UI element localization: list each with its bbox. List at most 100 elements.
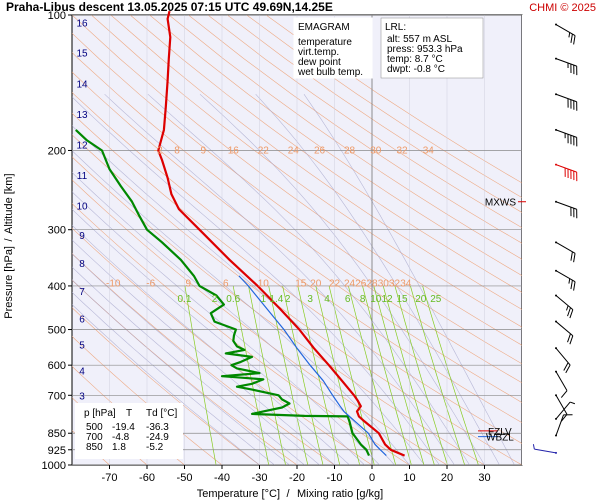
mixing-ratio-label: 2 xyxy=(285,294,291,305)
x-tick-label: 10 xyxy=(403,472,415,484)
y-axis-title-separator: / xyxy=(3,238,15,242)
dry-adiabat-line xyxy=(246,15,522,198)
wind-barb xyxy=(555,370,568,398)
moist-adiabat-line xyxy=(72,208,365,465)
wind-barb-shaft xyxy=(555,321,574,337)
wind-barb-shaft xyxy=(555,401,571,420)
wind-barb-flag xyxy=(570,251,573,261)
potential-temperature-label: 28 xyxy=(366,278,378,289)
wind-barb xyxy=(555,414,573,437)
y-tick-label: 925 xyxy=(48,445,66,457)
wind-barb-base xyxy=(555,417,557,420)
potential-temperature-label: 34 xyxy=(423,145,435,156)
potential-temperature-label: 28 xyxy=(344,145,356,156)
potential-temperature-label: 16 xyxy=(228,145,240,156)
level-table-header: Td [°C] xyxy=(146,408,177,419)
series-line-wet-bulb-temp- xyxy=(238,275,387,457)
wind-barb-shaft xyxy=(534,448,557,454)
series-line-temperature xyxy=(157,10,406,457)
moist-adiabat-line xyxy=(72,279,290,465)
wind-barb-flag xyxy=(573,253,576,263)
moist-adiabat-line xyxy=(104,93,455,465)
dry-adiabat-line xyxy=(130,15,522,293)
altitude-km-label: 14 xyxy=(76,80,88,91)
x-tick-label: -10 xyxy=(327,472,343,484)
potential-temperature-label: 20 xyxy=(310,278,322,289)
level-table-cell: 850 xyxy=(86,442,103,453)
wind-barb-base xyxy=(555,200,557,203)
potential-temperature-label: 8 xyxy=(174,145,180,156)
moist-adiabat-line xyxy=(72,291,275,465)
altitude-km-label: 8 xyxy=(79,259,85,270)
x-axis-title-separator: / xyxy=(286,488,290,500)
mixing-ratio-label: 10 xyxy=(370,294,382,305)
wind-barb xyxy=(555,294,574,319)
potential-temperature-label: 15 xyxy=(295,278,307,289)
wind-barb-shaft xyxy=(555,241,576,254)
altitude-km-label: 6 xyxy=(79,314,85,325)
y-axis-title: Pressure [hPa] / Altitude [km] xyxy=(3,173,15,318)
wind-barb-shaft xyxy=(555,129,577,138)
potential-temperature-label: 32 xyxy=(396,145,408,156)
wind-barb xyxy=(555,200,578,219)
dry-adiabat-line xyxy=(72,32,522,365)
level-table-cell: -36.3 xyxy=(146,422,169,433)
y-tick-label: 1000 xyxy=(42,460,66,472)
dry-adiabat-line xyxy=(72,71,522,403)
potential-temperature-label: 24 xyxy=(344,278,356,289)
wind-barb-flag xyxy=(568,278,571,284)
moist-adiabat-line xyxy=(303,94,515,465)
x-tick-label: -20 xyxy=(289,472,305,484)
lrl-title: LRL: xyxy=(385,22,406,33)
lrl-line-1: press: 953.3 hPa xyxy=(387,44,463,55)
wind-barb-flag xyxy=(567,307,571,317)
wind-barb-flag xyxy=(569,335,574,345)
altitude-km-label: 4 xyxy=(79,366,85,377)
level-table-cell: -19.4 xyxy=(112,422,135,433)
dry-adiabat-line xyxy=(110,15,522,310)
wind-barb-base xyxy=(555,128,557,131)
moist-adiabat-line xyxy=(72,239,335,465)
mxws-marker-label: MXWS xyxy=(485,198,516,209)
potential-temperature-label: -2 xyxy=(154,145,163,156)
y-axis-title-pressure: Pressure [hPa] xyxy=(3,246,15,319)
lrl-line-3: dwpt: -0.8 °C xyxy=(387,64,445,75)
lrl-line-0: alt: 557 m ASL xyxy=(387,34,452,45)
altitude-km-label: 16 xyxy=(76,19,88,30)
altitude-km-label: 11 xyxy=(77,171,88,182)
wind-barb-flag xyxy=(532,444,535,450)
x-tick-label: -60 xyxy=(139,472,155,484)
mixing-ratio-label: 12 xyxy=(381,294,393,305)
level-table: p [hPa] T Td [°C] 500 -19.4 -36.3 700 -4.8 -24.9… xyxy=(75,403,183,459)
wind-barb-flag xyxy=(567,333,571,343)
wind-barb-shaft xyxy=(555,24,576,36)
wind-barb-base xyxy=(555,394,557,397)
dry-adiabat-line xyxy=(168,15,522,260)
dry-adiabat-line xyxy=(72,15,522,346)
moist-adiabat-line xyxy=(255,93,500,465)
potential-temperature-label: 6 xyxy=(223,278,229,289)
wbzl-marker-label: WBZL xyxy=(486,433,514,444)
y-tick-label: 850 xyxy=(48,428,66,440)
legend-title: EMAGRAM xyxy=(298,22,350,33)
wind-barb-shaft xyxy=(555,414,564,436)
wind-barb-flag xyxy=(560,390,568,398)
mixing-ratio-label: 25 xyxy=(430,294,442,305)
lrl-line-2: temp: 8.7 °C xyxy=(387,54,443,65)
moist-adiabat-line xyxy=(72,150,410,465)
y-tick-label: 300 xyxy=(48,225,66,237)
dry-adiabat-line xyxy=(72,52,522,384)
chart-title: Praha-Libus descent 13.05.2025 07:15 UTC… xyxy=(6,0,333,14)
wind-barb xyxy=(555,23,576,45)
level-table-header: T xyxy=(126,408,132,419)
wind-barb xyxy=(555,163,578,182)
mixing-ratio-label: 1 xyxy=(260,294,266,305)
wind-barb-base xyxy=(555,269,557,272)
wind-barb-base xyxy=(555,434,557,437)
potential-temperature-label: 22 xyxy=(258,145,270,156)
wind-barb-base xyxy=(555,294,557,297)
level-table-background xyxy=(75,403,183,459)
level-table-cell: -24.9 xyxy=(146,432,169,443)
lrl-background xyxy=(380,17,484,79)
altitude-km-label: 3 xyxy=(79,392,85,403)
